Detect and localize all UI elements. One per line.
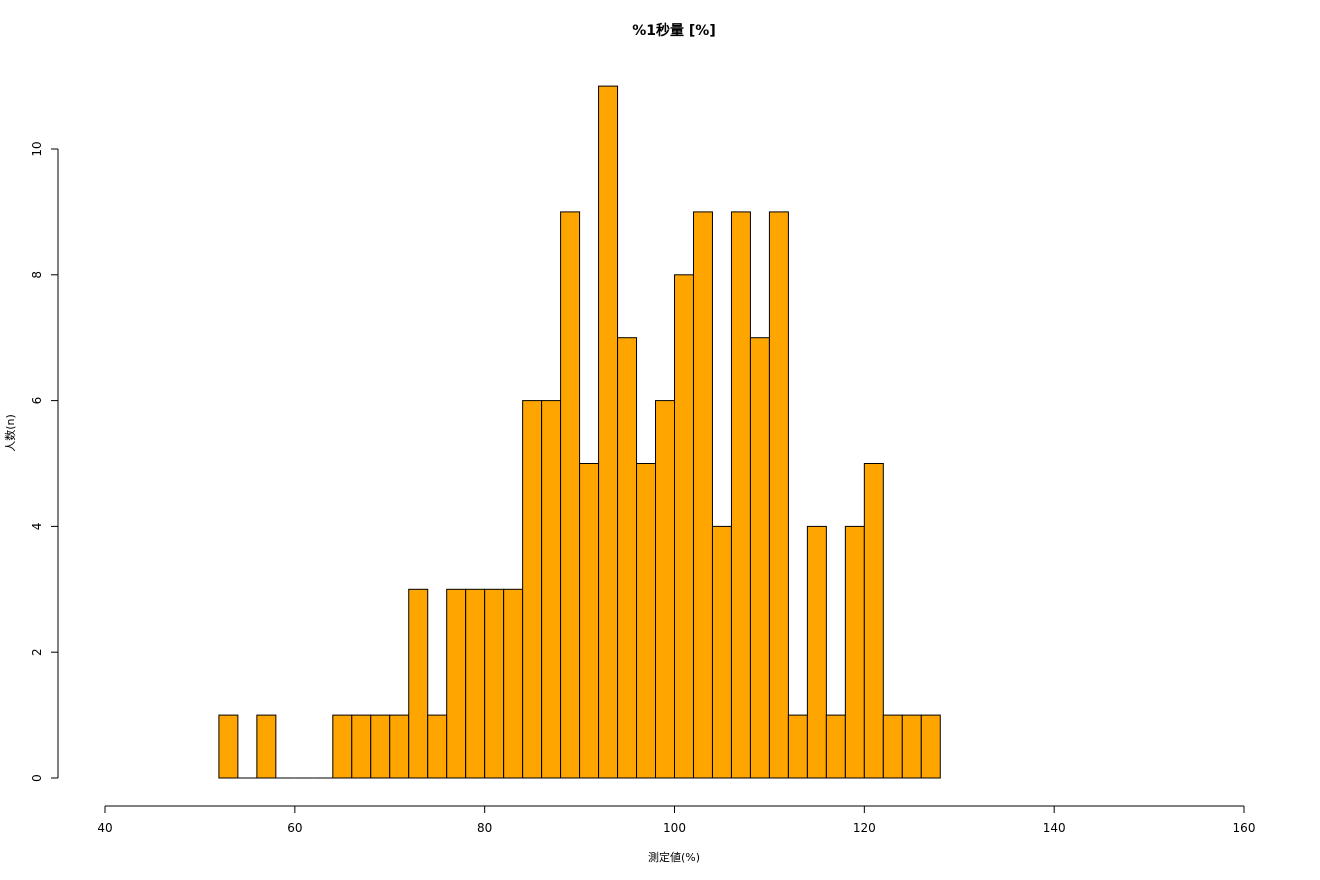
histogram-bar — [465, 588, 486, 779]
histogram-bar — [579, 463, 600, 779]
histogram-bar — [427, 714, 448, 779]
histogram-bar — [692, 211, 713, 779]
histogram-bar — [370, 714, 391, 779]
histogram-bar — [389, 714, 410, 779]
x-tick-label: 40 — [97, 821, 112, 835]
y-axis-label: 人数(n) — [4, 414, 17, 452]
histogram-bar — [617, 337, 638, 779]
histogram-bar — [560, 211, 581, 779]
x-tick-label: 160 — [1233, 821, 1256, 835]
histogram-bar — [332, 714, 353, 779]
histogram-bar — [825, 714, 846, 779]
histogram-bar — [636, 463, 657, 779]
y-tick-label: 8 — [30, 271, 44, 279]
x-tick-label: 100 — [663, 821, 686, 835]
histogram-bar — [541, 400, 562, 779]
histogram-bar — [844, 525, 865, 779]
histogram-bar — [749, 337, 770, 779]
histogram-bar — [256, 714, 277, 779]
histogram-bar — [503, 588, 524, 779]
histogram-bar — [806, 525, 827, 779]
x-tick-label: 80 — [477, 821, 492, 835]
histogram-bar — [484, 588, 505, 779]
x-axis-label: 測定値(%) — [648, 850, 700, 864]
y-tick-label: 6 — [30, 397, 44, 405]
histogram-bar — [598, 85, 619, 779]
histogram-bar — [408, 588, 429, 779]
histogram-bar — [522, 400, 543, 779]
x-axis: 40 60 80 100 120 140 160 — [97, 805, 1256, 835]
histogram-bar — [218, 714, 239, 779]
histogram-bar — [446, 588, 467, 779]
chart-title: %1秒量 [%] — [632, 22, 715, 39]
histogram-bar — [711, 525, 732, 779]
x-tick-label: 60 — [287, 821, 302, 835]
y-tick-label: 2 — [30, 648, 44, 656]
histogram-bar — [674, 274, 694, 779]
y-tick-label: 10 — [30, 141, 44, 156]
bars-group — [218, 85, 941, 779]
x-tick-label: 140 — [1043, 821, 1066, 835]
histogram-bar — [351, 714, 372, 779]
histogram-bar — [655, 400, 675, 779]
y-tick-label: 0 — [30, 774, 44, 782]
y-axis: 0 2 4 6 8 10 — [30, 141, 59, 782]
x-tick-label: 120 — [853, 821, 876, 835]
histogram-bar — [768, 211, 789, 779]
histogram-bar — [920, 714, 941, 779]
histogram-bar — [901, 714, 922, 779]
histogram-bar — [863, 463, 884, 779]
y-tick-label: 4 — [30, 523, 44, 531]
histogram-bar — [787, 714, 808, 779]
histogram-bar — [730, 211, 751, 779]
histogram-bar — [882, 714, 903, 779]
